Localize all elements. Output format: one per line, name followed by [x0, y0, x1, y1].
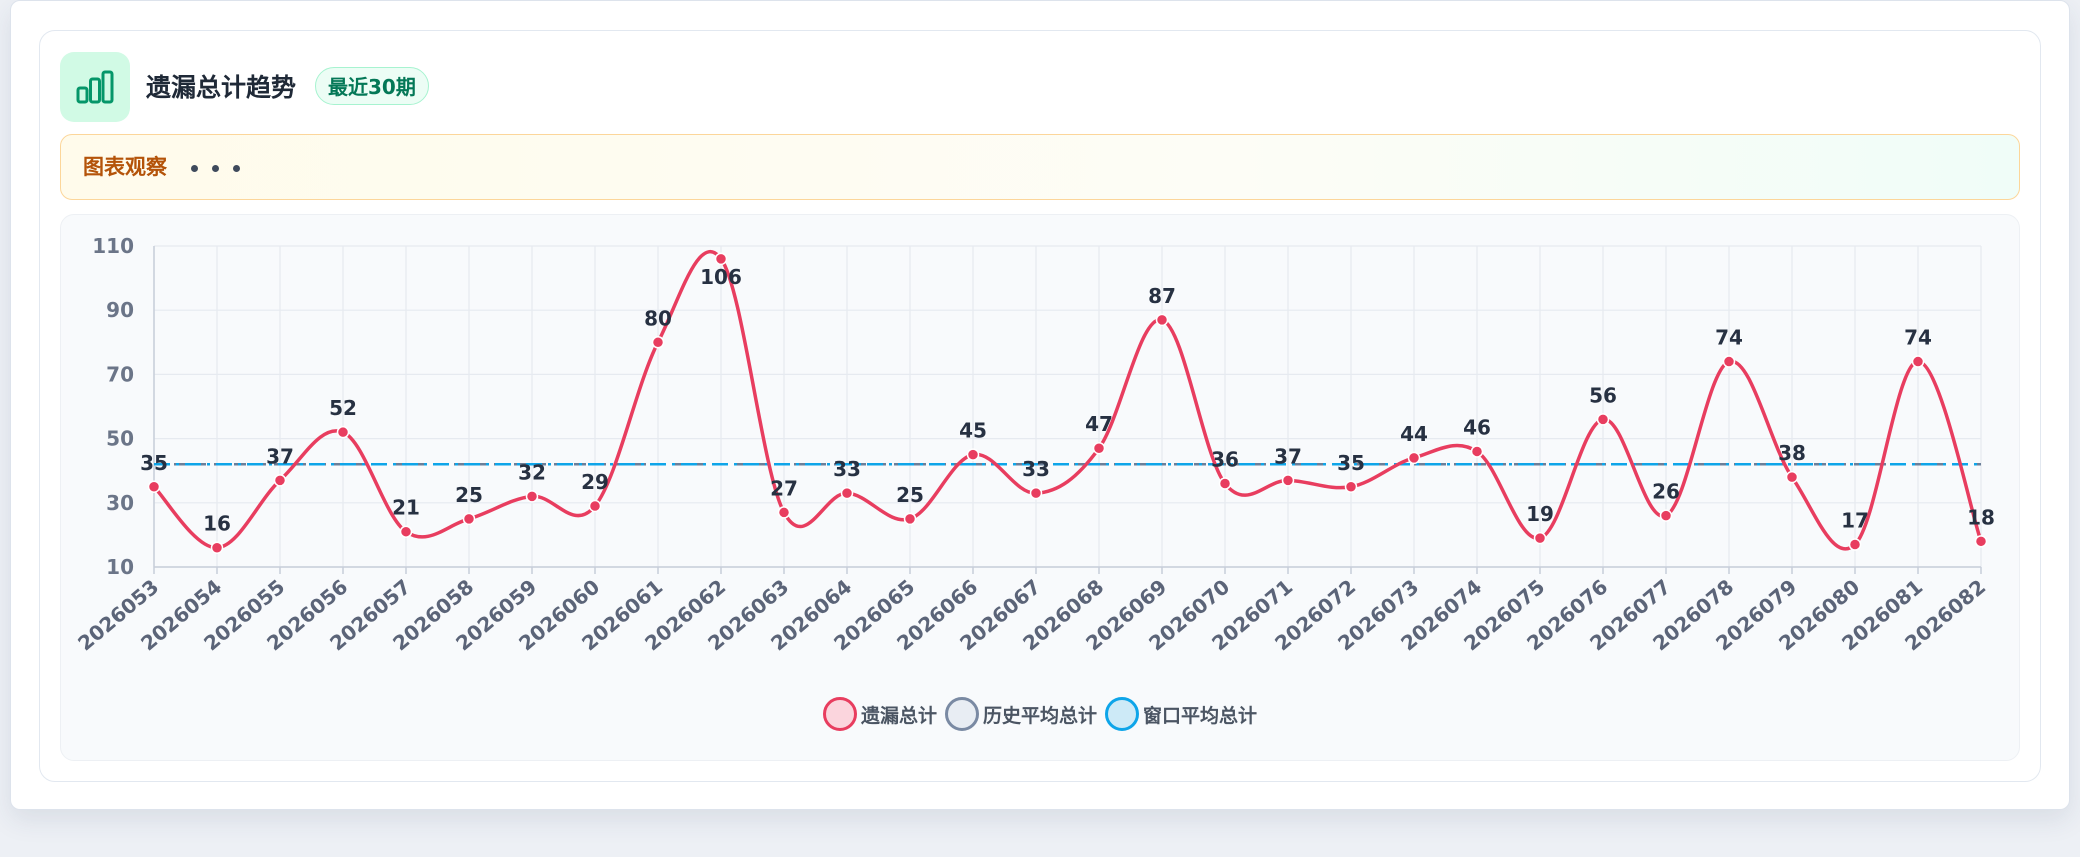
- legend-item[interactable]: 遗漏总计: [822, 697, 937, 731]
- data-point: [1029, 486, 1043, 500]
- series-line-main: [152, 249, 1983, 551]
- data-label: 33: [833, 457, 861, 481]
- data-point: [777, 506, 791, 519]
- data-label: 17: [1841, 509, 1869, 533]
- data-point: [525, 490, 539, 503]
- data-label: 38: [1778, 441, 1806, 465]
- data-label: 16: [203, 512, 231, 536]
- chart-legend: 遗漏总计 历史平均总计 窗口平均总计: [0, 692, 2080, 736]
- data-point: [336, 425, 350, 439]
- y-tick-label: 90: [106, 298, 134, 322]
- data-point: [1281, 474, 1295, 487]
- bar-chart-icon: [60, 52, 130, 122]
- data-label: 37: [1274, 444, 1302, 468]
- data-point: [1659, 509, 1673, 522]
- data-point: [903, 512, 917, 526]
- data-label: 106: [700, 265, 742, 289]
- data-label: 33: [1022, 457, 1050, 481]
- data-label: 25: [455, 483, 483, 507]
- data-label: 32: [518, 460, 546, 484]
- data-label: 37: [266, 444, 294, 468]
- data-point: [1155, 313, 1169, 327]
- y-tick-label: 50: [106, 427, 134, 451]
- data-label: 35: [140, 451, 168, 475]
- data-label: 47: [1085, 412, 1113, 436]
- data-point: [1785, 470, 1799, 484]
- legend-label: 遗漏总计: [860, 704, 937, 727]
- data-point: [1470, 445, 1484, 458]
- data-label: 52: [329, 396, 357, 420]
- legend-item[interactable]: 历史平均总计: [944, 697, 1097, 731]
- data-label: 44: [1400, 422, 1428, 446]
- data-label: 26: [1652, 480, 1680, 504]
- data-label: 27: [770, 476, 798, 500]
- data-point: [462, 512, 476, 526]
- data-point: [1974, 535, 1988, 548]
- data-label: 35: [1337, 451, 1365, 475]
- data-label: 19: [1526, 502, 1554, 526]
- legend-swatch-icon: [944, 697, 979, 731]
- y-tick-label: 70: [106, 362, 134, 386]
- legend-item[interactable]: 窗口平均总计: [1105, 697, 1257, 731]
- data-point: [840, 486, 854, 500]
- observation-panel[interactable]: 图表观察: [60, 134, 2020, 200]
- data-label: 36: [1211, 448, 1239, 472]
- data-point: [714, 252, 728, 266]
- data-point: [1722, 355, 1736, 368]
- legend-swatch-icon: [822, 697, 857, 731]
- legend-label: 窗口平均总计: [1143, 704, 1258, 727]
- data-label: 25: [896, 483, 924, 507]
- data-point: [1092, 441, 1106, 455]
- chart-panel: [60, 214, 2020, 761]
- data-point: [399, 525, 413, 538]
- legend-label: 历史平均总计: [982, 704, 1097, 727]
- data-label: 45: [959, 419, 987, 443]
- legend-swatch-icon: [1105, 697, 1139, 731]
- y-tick-label: 30: [106, 491, 134, 515]
- data-point: [588, 499, 602, 513]
- y-tick-label: 110: [92, 234, 134, 258]
- data-label: 87: [1148, 284, 1176, 308]
- data-label: 21: [392, 496, 420, 520]
- data-point: [1218, 477, 1232, 490]
- data-label: 29: [581, 470, 609, 494]
- data-label: 80: [644, 306, 672, 330]
- data-point: [1596, 413, 1610, 426]
- data-point: [1533, 531, 1547, 545]
- data-point: [651, 336, 665, 349]
- observation-label: 图表观察: [83, 155, 167, 179]
- data-label: 46: [1463, 415, 1491, 439]
- data-point: [210, 541, 224, 554]
- data-label: 56: [1589, 383, 1617, 407]
- data-point: [966, 448, 980, 461]
- data-point: [1911, 355, 1925, 368]
- page-title: 遗漏总计趋势: [146, 73, 297, 102]
- data-point: [1848, 538, 1862, 551]
- data-label: 74: [1904, 326, 1932, 350]
- y-tick-label: 10: [106, 555, 134, 579]
- data-point: [147, 480, 161, 493]
- data-label: 18: [1967, 505, 1995, 529]
- data-point: [1407, 451, 1421, 465]
- period-badge: 最近30期: [315, 67, 429, 105]
- data-point: [1344, 480, 1358, 493]
- loading-dots-icon: [191, 165, 240, 172]
- data-label: 74: [1715, 326, 1743, 350]
- data-point: [273, 474, 287, 487]
